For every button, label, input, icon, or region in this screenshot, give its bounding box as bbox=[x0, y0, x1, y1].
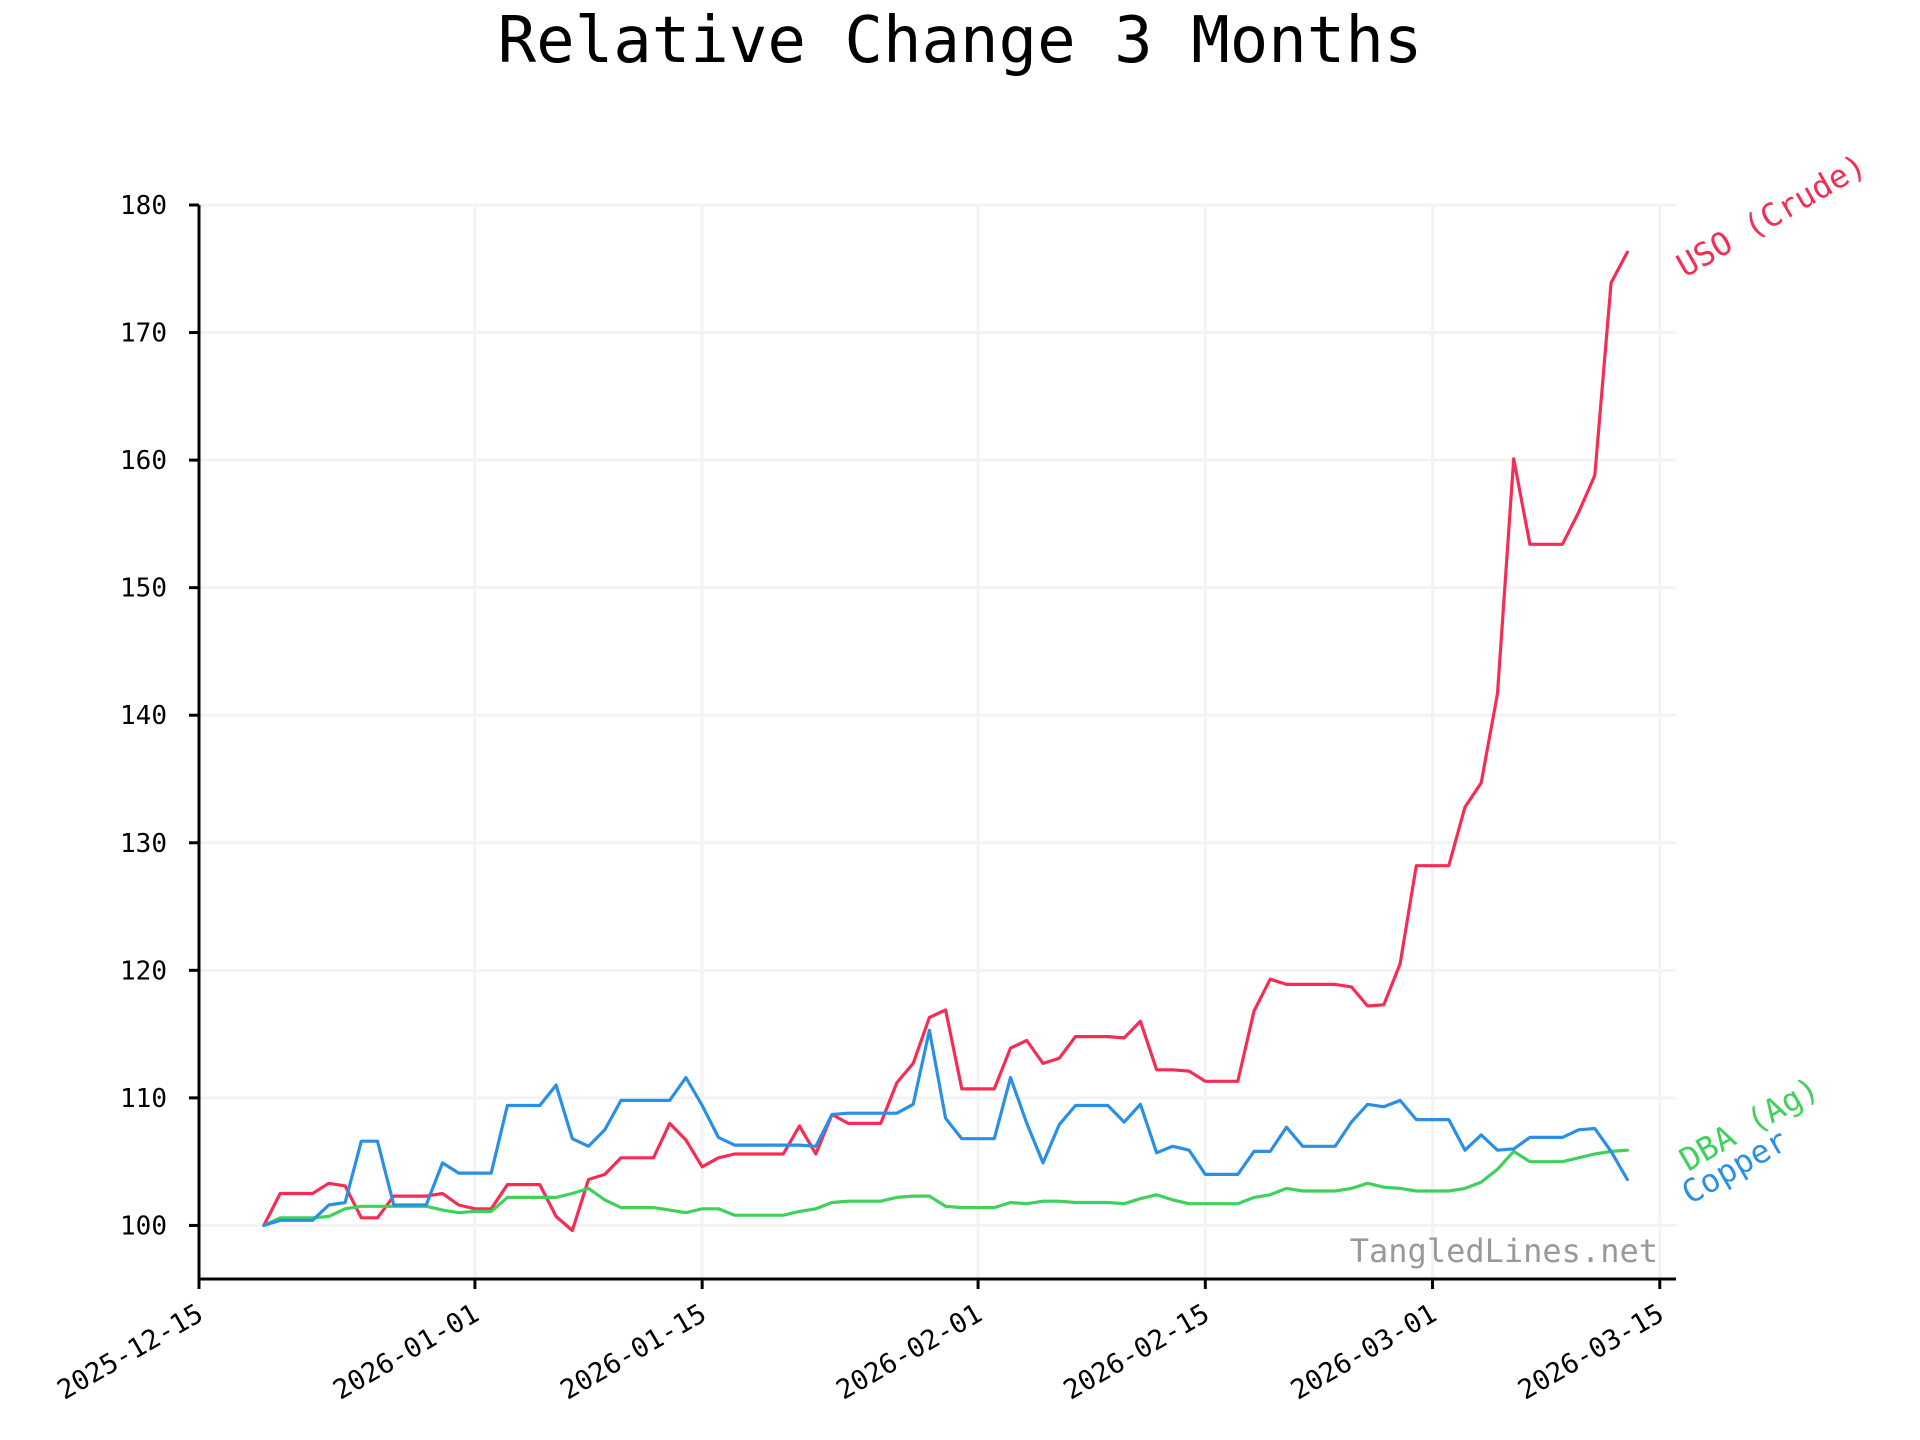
y-tick-label: 180 bbox=[120, 191, 167, 221]
x-ticks: 2025-12-15 2026-01-01 2026-01-15 2026-02-01… bbox=[52, 1279, 1669, 1406]
y-tick-label: 120 bbox=[120, 956, 167, 986]
y-tick-label: 110 bbox=[120, 1084, 167, 1114]
grid bbox=[197, 203, 1676, 1279]
series-label: USO (Crude) bbox=[1670, 146, 1873, 285]
series-layer bbox=[262, 250, 1629, 1233]
x-tick-label: 2026-01-01 bbox=[328, 1298, 484, 1406]
series-line bbox=[262, 1028, 1629, 1228]
series-labels: USO (Crude)DBA (Ag)Copper bbox=[1670, 146, 1873, 1212]
x-tick-label: 2026-03-01 bbox=[1286, 1298, 1442, 1406]
y-tick-label: 160 bbox=[120, 446, 167, 476]
y-tick-label: 100 bbox=[120, 1211, 167, 1241]
x-tick-label: 2026-02-01 bbox=[831, 1298, 987, 1406]
y-tick-label: 170 bbox=[120, 319, 167, 349]
y-tick-label: 150 bbox=[120, 574, 167, 604]
series-line bbox=[262, 1148, 1629, 1228]
y-tick-label: 130 bbox=[120, 829, 167, 859]
x-tick-label: 2025-12-15 bbox=[52, 1298, 208, 1406]
x-tick-label: 2026-02-15 bbox=[1059, 1298, 1215, 1406]
watermark: TangledLines.net bbox=[1350, 1232, 1658, 1270]
x-tick-label: 2026-01-15 bbox=[555, 1298, 711, 1406]
axes bbox=[197, 205, 1676, 1281]
series-line bbox=[262, 250, 1629, 1233]
y-ticks: 100 110 120 130 140 150 160 170 180 bbox=[120, 191, 199, 1241]
x-tick-label: 2026-03-15 bbox=[1513, 1298, 1669, 1406]
y-tick-label: 140 bbox=[120, 701, 167, 731]
chart-title: Relative Change 3 Months bbox=[498, 4, 1423, 78]
